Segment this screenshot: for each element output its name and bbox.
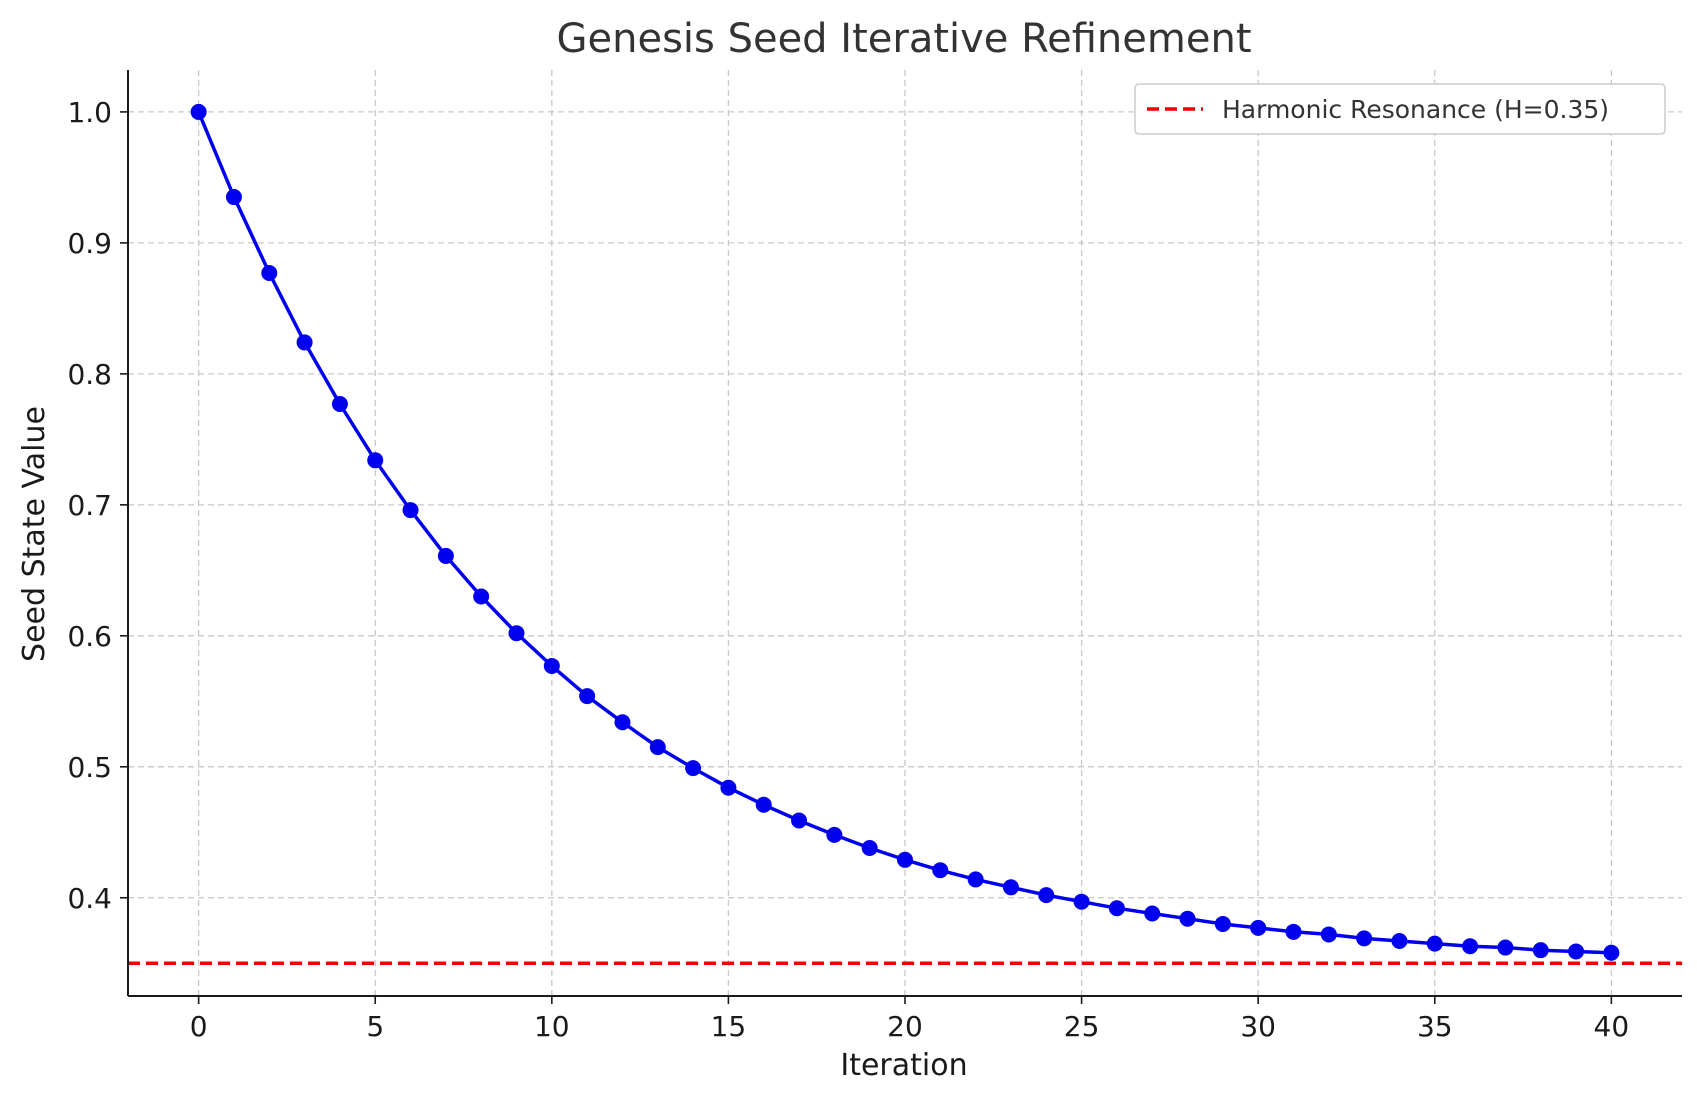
- data-point: [1250, 919, 1267, 936]
- data-point: [1108, 900, 1125, 917]
- x-tick-label: 20: [887, 1010, 923, 1043]
- data-point: [1462, 938, 1479, 955]
- x-tick-label: 40: [1594, 1010, 1630, 1043]
- data-point: [1320, 926, 1337, 943]
- data-point: [508, 625, 525, 642]
- x-tick-label: 25: [1064, 1010, 1100, 1043]
- data-point: [932, 862, 949, 879]
- data-point: [897, 851, 913, 868]
- data-point: [1603, 944, 1620, 961]
- data-point: [1038, 887, 1055, 904]
- x-tick-label: 30: [1240, 1010, 1276, 1043]
- y-tick-label: 0.5: [67, 751, 112, 784]
- data-point: [685, 760, 702, 777]
- data-point: [543, 657, 560, 674]
- data-point: [649, 739, 666, 756]
- data-point: [437, 547, 454, 564]
- data-point: [1356, 930, 1373, 947]
- y-tick-label: 0.9: [67, 227, 112, 260]
- x-axis-label: Iteration: [840, 1048, 967, 1083]
- series-layer: [190, 103, 1620, 961]
- data-point: [1214, 915, 1231, 932]
- y-tick-label: 0.6: [67, 620, 112, 653]
- legend-label-reference-line: Harmonic Resonance (H=0.35): [1222, 95, 1609, 124]
- data-point: [190, 103, 207, 120]
- y-tick-label: 0.7: [67, 489, 112, 522]
- x-tick-label: 10: [534, 1010, 570, 1043]
- chart-title: Genesis Seed Iterative Refinement: [557, 16, 1252, 62]
- data-point: [473, 588, 490, 605]
- data-point: [367, 452, 384, 469]
- data-point: [1073, 893, 1090, 910]
- data-point: [261, 265, 278, 282]
- x-tick-label: 0: [190, 1010, 208, 1043]
- legend-box: [1134, 83, 1666, 135]
- data-point: [225, 189, 242, 206]
- x-tick-label: 15: [711, 1010, 747, 1043]
- data-point: [826, 826, 843, 843]
- x-ticks: 0 5 10 15 20 25 30 35 40: [190, 996, 1629, 1043]
- data-point: [1426, 935, 1443, 952]
- data-point: [1568, 943, 1585, 960]
- data-point: [720, 779, 737, 796]
- x-tick-label: 35: [1417, 1010, 1453, 1043]
- data-point: [967, 871, 984, 888]
- data-point: [296, 334, 313, 351]
- data-point: [579, 688, 596, 705]
- data-point: [1179, 910, 1196, 927]
- data-point: [755, 796, 772, 813]
- y-tick-label: 0.8: [67, 358, 112, 391]
- data-point: [1391, 932, 1408, 949]
- y-ticks: 0.4 0.5 0.6 0.7 0.8 0.9 1.0: [67, 96, 128, 915]
- y-tick-label: 0.4: [67, 882, 112, 915]
- data-point: [1002, 879, 1019, 896]
- x-tick-label: 5: [366, 1010, 384, 1043]
- data-point: [1497, 939, 1514, 956]
- data-point: [791, 812, 808, 829]
- y-tick-label: 1.0: [67, 96, 112, 129]
- legend: Harmonic Resonance (H=0.35): [1134, 83, 1666, 135]
- data-point: [331, 395, 348, 412]
- data-point: [614, 714, 631, 731]
- data-point: [402, 502, 419, 519]
- data-point: [1532, 942, 1549, 959]
- data-point: [861, 839, 878, 856]
- data-point: [1285, 923, 1302, 940]
- data-point: [1144, 905, 1161, 922]
- y-axis-label: Seed State Value: [17, 406, 52, 662]
